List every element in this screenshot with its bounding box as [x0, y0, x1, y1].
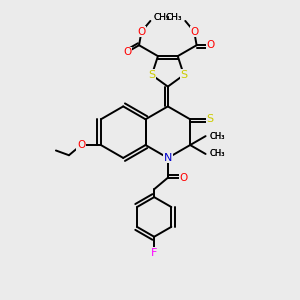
Text: N: N — [164, 153, 172, 163]
Text: O: O — [123, 47, 131, 57]
Text: F: F — [151, 248, 158, 258]
Text: O: O — [77, 140, 85, 150]
Text: S: S — [206, 114, 214, 124]
Text: CH₃: CH₃ — [209, 132, 225, 141]
Text: S: S — [148, 70, 155, 80]
Text: N: N — [164, 153, 172, 163]
Text: S: S — [206, 114, 214, 124]
Text: O: O — [180, 173, 188, 183]
Text: O: O — [190, 27, 198, 37]
Text: F: F — [151, 248, 158, 258]
Text: O: O — [206, 40, 214, 50]
Text: CH₃: CH₃ — [209, 149, 225, 158]
Text: CH₃: CH₃ — [166, 14, 182, 22]
Text: CH₃: CH₃ — [209, 149, 225, 158]
Text: O: O — [77, 140, 85, 150]
Text: CH₃: CH₃ — [153, 14, 170, 22]
Text: CH₃: CH₃ — [209, 132, 225, 141]
Text: CH₃: CH₃ — [166, 14, 182, 22]
Text: O: O — [190, 27, 198, 37]
Text: O: O — [180, 173, 188, 183]
Text: O: O — [137, 27, 146, 37]
Text: O: O — [123, 47, 131, 57]
Text: S: S — [148, 70, 155, 80]
Text: O: O — [137, 27, 146, 37]
Text: S: S — [180, 70, 188, 80]
Text: O: O — [206, 40, 214, 50]
Text: S: S — [180, 70, 188, 80]
Text: CH₃: CH₃ — [153, 14, 170, 22]
